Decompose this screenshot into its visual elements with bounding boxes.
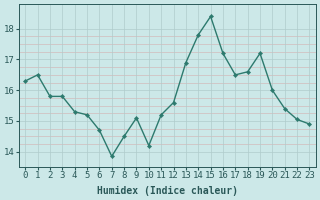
X-axis label: Humidex (Indice chaleur): Humidex (Indice chaleur) — [97, 186, 238, 196]
